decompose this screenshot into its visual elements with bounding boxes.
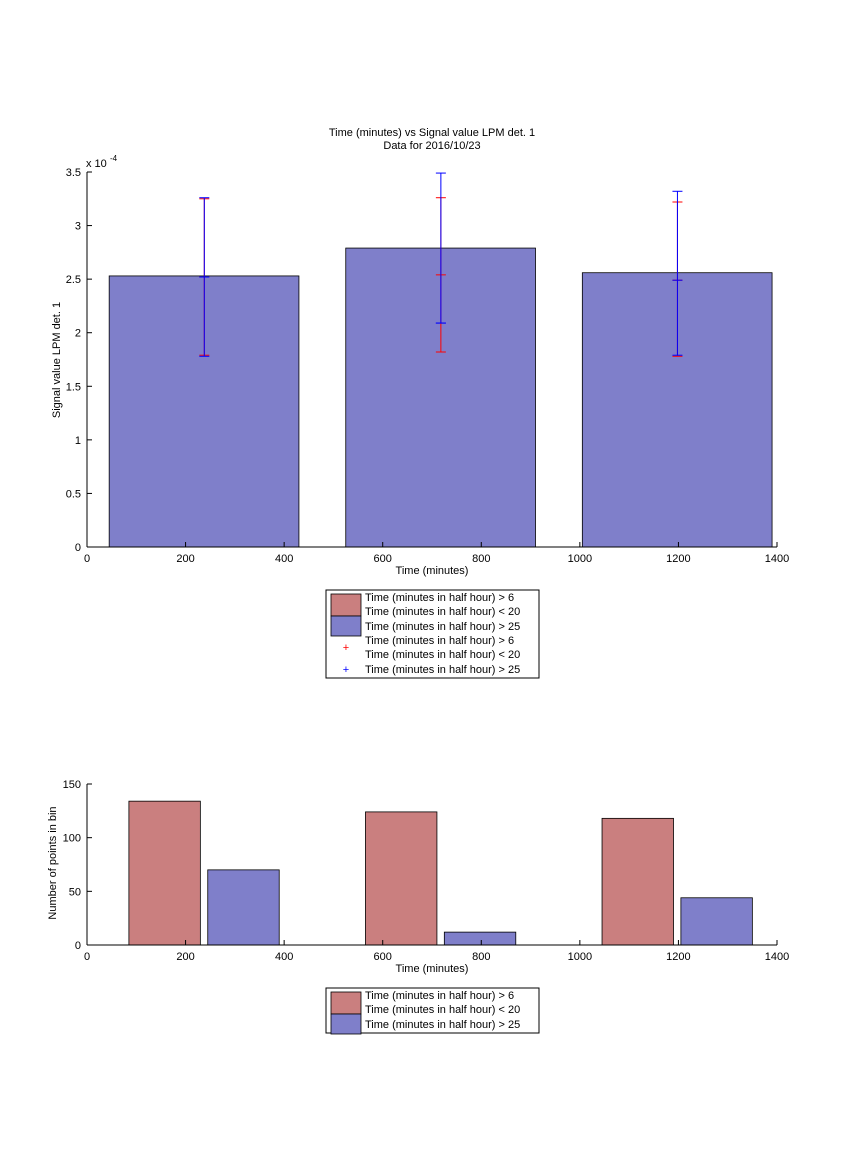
y-tick-label: 2 [75,328,81,340]
x-tick-label: 0 [84,553,90,565]
legend: Time (minutes in half hour) > 6 Time (mi… [325,589,540,679]
chart-title: Time (minutes) vs Signal value LPM det. … [329,127,535,139]
x-tick-label: 1400 [765,951,789,963]
y-exponent-base: x 10 [86,158,107,170]
legend-label-red-marker-line2: Time (minutes in half hour) < 20 [365,649,520,661]
y-tick-label: 1.5 [66,381,81,393]
y-tick-label: 0 [75,542,81,554]
x-tick-label: 400 [275,951,293,963]
legend-swatch-red [330,991,362,1015]
bar [680,897,753,946]
y-tick-label: 0 [75,940,81,952]
legend-swatch-red [330,593,362,617]
bar [365,811,438,946]
legend-label-blue-marker: Time (minutes in half hour) > 25 [365,664,520,676]
legend-label-red-line2: Time (minutes in half hour) < 20 [365,1004,520,1016]
legend-swatch-blue [330,615,362,637]
legend-label-blue: Time (minutes in half hour) > 25 [365,621,520,633]
y-tick-label: 2.5 [66,274,81,286]
legend-marker-red: + [343,642,349,654]
bar [207,869,280,946]
bar [443,931,517,946]
y-tick-label: 150 [63,779,81,791]
y-tick-label: 50 [69,886,81,898]
x-tick-label: 600 [374,951,392,963]
count-chart: 0 200 400 600 800 1000 1200 1400 0 50 100 150 Time … [47,779,790,1035]
x-tick-label: 1000 [568,553,592,565]
x-tick-label: 1200 [666,553,690,565]
y-exponent-power: -4 [110,154,118,163]
legend-box [325,589,540,679]
x-tick-label: 800 [472,553,490,565]
legend-box [325,987,540,1034]
y-axis-exponent: x 10 -4 [86,154,118,170]
axes: 0 200 400 600 800 1000 1200 1400 0 50 100 150 [63,779,790,963]
bars [128,800,753,946]
x-axis-label: Time (minutes) [396,963,469,975]
bar [601,817,674,946]
bar [128,800,201,946]
x-tick-label: 200 [176,951,194,963]
error-bars [199,172,683,357]
legend: Time (minutes in half hour) > 6 Time (mi… [325,987,540,1035]
x-axis-label: Time (minutes) [396,565,469,577]
y-tick-label: 3 [75,221,81,233]
axes: 0 200 400 600 800 1000 1200 1400 0 0.5 1 1.5 2 2.5 3 3.… [66,167,790,565]
legend-label-blue: Time (minutes in half hour) > 25 [365,1019,520,1031]
legend-label-red-marker-line1: Time (minutes in half hour) > 6 [365,635,514,647]
x-tick-label: 1200 [666,951,690,963]
x-tick-label: 0 [84,951,90,963]
y-tick-label: 3.5 [66,167,81,179]
y-axis-label: Number of points in bin [47,806,59,919]
x-tick-label: 1000 [568,951,592,963]
chart-subtitle: Data for 2016/10/23 [383,140,480,152]
legend-label-red-line2: Time (minutes in half hour) < 20 [365,606,520,618]
y-axis-label: Signal value LPM det. 1 [51,302,63,418]
y-tick-label: 100 [63,833,81,845]
legend-label-red-line1: Time (minutes in half hour) > 6 [365,592,514,604]
legend-label-red-line1: Time (minutes in half hour) > 6 [365,990,514,1002]
x-tick-label: 400 [275,553,293,565]
signal-chart: Time (minutes) vs Signal value LPM det. … [51,127,790,679]
y-tick-label: 0.5 [66,488,81,500]
legend-swatch-blue [330,1013,362,1035]
legend-marker-blue: + [343,664,349,676]
x-tick-label: 200 [176,553,194,565]
y-tick-label: 1 [75,435,81,447]
x-tick-label: 800 [472,951,490,963]
x-tick-label: 1400 [765,553,789,565]
x-tick-label: 600 [374,553,392,565]
